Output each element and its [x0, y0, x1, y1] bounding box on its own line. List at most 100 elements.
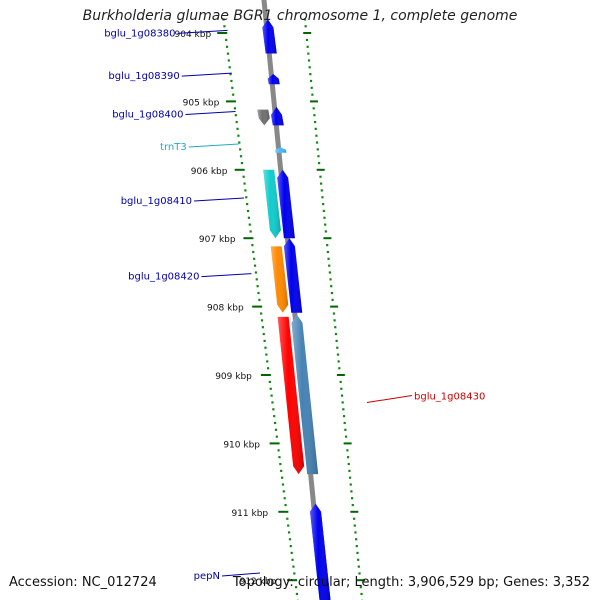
- minor-tick: [320, 182, 323, 185]
- gene-arrow-shade: [270, 246, 289, 313]
- tick-label: 905 kbp: [183, 98, 220, 108]
- minor-tick: [246, 209, 250, 213]
- minor-tick: [342, 408, 345, 411]
- minor-tick: [267, 367, 270, 370]
- minor-tick: [357, 565, 360, 568]
- label-leader: [185, 110, 236, 115]
- minor-tick: [261, 326, 264, 329]
- minor-tick: [350, 490, 353, 493]
- minor-tick: [307, 52, 310, 55]
- minor-tick: [360, 592, 363, 596]
- minor-tick: [265, 353, 268, 356]
- minor-tick: [239, 148, 242, 151]
- minor-tick: [235, 120, 238, 124]
- minor-tick: [304, 25, 307, 28]
- minor-tick: [243, 182, 246, 185]
- minor-tick: [324, 223, 327, 226]
- minor-tick: [340, 387, 343, 390]
- minor-tick: [234, 114, 237, 117]
- gene-arrow-shade: [262, 19, 277, 54]
- minor-tick: [348, 469, 351, 472]
- label-leader: [194, 197, 245, 202]
- minor-tick: [252, 250, 255, 254]
- minor-tick: [254, 271, 257, 274]
- minor-tick: [228, 66, 231, 69]
- minor-tick: [281, 483, 285, 486]
- minor-tick: [293, 572, 296, 575]
- minor-tick: [257, 291, 260, 295]
- minor-tick: [355, 538, 358, 541]
- minor-tick: [347, 462, 350, 466]
- minor-tick: [277, 449, 280, 452]
- minor-tick: [346, 456, 350, 459]
- minor-tick: [266, 360, 269, 363]
- minor-tick: [258, 298, 261, 301]
- minor-tick: [309, 79, 313, 83]
- minor-tick: [287, 531, 291, 534]
- minor-tick: [262, 332, 265, 336]
- minor-tick: [348, 476, 352, 479]
- minor-tick: [270, 394, 273, 397]
- minor-tick: [253, 257, 256, 260]
- minor-tick: [303, 18, 307, 21]
- minor-tick: [339, 380, 342, 384]
- minor-tick: [330, 291, 334, 295]
- minor-tick: [329, 278, 332, 281]
- minor-tick: [256, 285, 259, 288]
- minor-tick: [255, 278, 258, 281]
- minor-tick: [307, 59, 311, 62]
- minor-tick: [334, 332, 338, 336]
- minor-tick: [328, 264, 331, 267]
- minor-tick: [272, 408, 275, 411]
- gene-label: bglu_1g08390: [108, 71, 179, 82]
- minor-tick: [349, 483, 352, 486]
- gene-label: bglu_1g08410: [121, 196, 192, 207]
- minor-tick: [278, 456, 281, 459]
- accession-text: Accession: NC_012724: [9, 575, 157, 590]
- gene-arrow-shade: [310, 503, 331, 600]
- minor-tick: [326, 244, 329, 247]
- minor-tick: [328, 271, 331, 274]
- label-leader: [201, 273, 252, 278]
- tick-label: 912 kbp: [240, 577, 277, 587]
- minor-tick: [317, 155, 320, 158]
- feature-layer: [257, 19, 331, 600]
- minor-tick: [251, 244, 254, 247]
- minor-tick: [225, 45, 229, 48]
- minor-tick: [249, 230, 252, 233]
- minor-tick: [269, 387, 272, 390]
- minor-tick: [321, 196, 324, 199]
- label-leader: [181, 72, 232, 77]
- minor-tick: [231, 86, 234, 89]
- minor-tick: [358, 572, 361, 575]
- minor-tick: [248, 223, 251, 226]
- minor-tick: [308, 66, 311, 69]
- minor-tick: [268, 380, 271, 384]
- gene-arrow-shade: [257, 109, 270, 126]
- minor-tick: [341, 401, 344, 404]
- minor-tick: [223, 25, 226, 28]
- tick-label: 909 kbp: [215, 372, 252, 382]
- minor-tick: [313, 120, 317, 124]
- minor-tick: [263, 339, 266, 342]
- minor-tick: [274, 428, 278, 431]
- minor-tick: [322, 209, 325, 213]
- minor-tick: [232, 93, 235, 96]
- gene-arrow-shade: [291, 314, 319, 475]
- minor-tick: [292, 565, 295, 568]
- minor-tick: [346, 449, 349, 452]
- minor-tick: [318, 161, 321, 165]
- minor-tick: [230, 79, 233, 83]
- minor-tick: [290, 551, 293, 555]
- tick-label: 906 kbp: [191, 167, 228, 177]
- minor-tick: [287, 524, 290, 527]
- minor-tick: [253, 264, 257, 267]
- gene-arrow-shade: [283, 238, 303, 313]
- minor-tick: [335, 339, 338, 342]
- gene-label: trnT3: [160, 142, 187, 153]
- gene-arrow-shade: [277, 316, 305, 475]
- minor-tick: [344, 428, 347, 431]
- minor-tick: [357, 558, 360, 561]
- minor-tick: [294, 586, 298, 589]
